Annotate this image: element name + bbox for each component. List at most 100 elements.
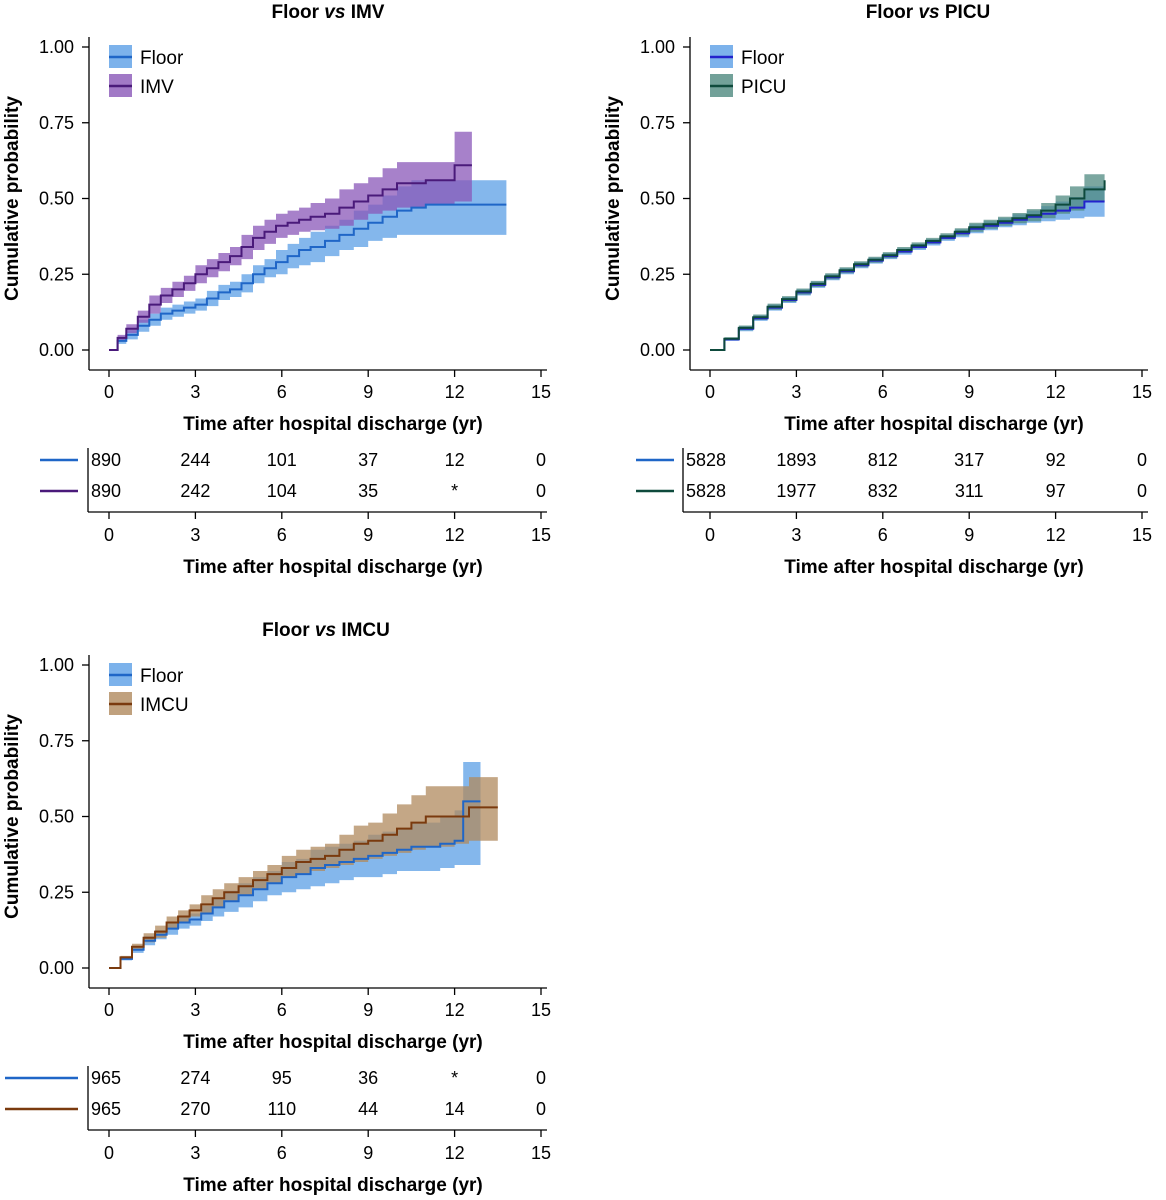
title-italic: vs (324, 2, 345, 23)
risk-count: 812 (868, 450, 898, 470)
x-tick-label: 9 (363, 1000, 373, 1020)
ci-band-picu (710, 162, 1105, 350)
risk-x-axis-label: Time after hospital discharge (yr) (784, 557, 1084, 578)
series-line-imcu (109, 806, 498, 969)
risk-count: * (451, 1068, 458, 1088)
y-tick-label: 0.25 (39, 264, 74, 284)
y-tick-label: 0.50 (39, 807, 74, 827)
chart-imv: Floor vs IMV 0.00 0.25 0.50 0.75 1.00 0 3 6 9 12 15… (2, 2, 551, 578)
risk-count: 244 (180, 450, 210, 470)
risk-count: 36 (358, 1068, 378, 1088)
risk-count: 274 (180, 1068, 210, 1088)
risk-count: 5828 (686, 481, 726, 501)
y-tick-label: 0.00 (640, 340, 675, 360)
x-tick-label: 15 (531, 382, 551, 402)
risk-count: 101 (267, 450, 297, 470)
legend-label-imcu: IMCU (140, 695, 189, 716)
x-tick-label: 9 (964, 382, 974, 402)
series-line-floor (109, 203, 507, 351)
x-tick-label: 3 (791, 382, 801, 402)
risk-count: 95 (272, 1068, 292, 1088)
y-tick-label: 1.00 (39, 37, 74, 57)
risk-x-tick-label: 3 (190, 525, 200, 545)
x-tick-label: 15 (531, 1000, 551, 1020)
risk-count: 104 (267, 481, 297, 501)
chart-title: Floor vs IMCU (262, 620, 390, 641)
risk-count: 0 (536, 450, 546, 470)
y-tick-label: 0.25 (39, 882, 74, 902)
title-prefix: Floor (272, 2, 325, 23)
legend-label-floor: Floor (140, 48, 184, 69)
risk-x-axis-label: Time after hospital discharge (yr) (183, 1175, 483, 1196)
title-italic: vs (918, 2, 939, 23)
y-tick-label: 1.00 (640, 37, 675, 57)
risk-x-tick-label: 9 (363, 525, 373, 545)
risk-count: 92 (1046, 450, 1066, 470)
title-prefix: Floor (262, 620, 315, 641)
x-tick-label: 0 (104, 382, 114, 402)
y-axis-label: Cumulative probability (2, 96, 23, 301)
x-tick-label: 6 (277, 382, 287, 402)
risk-count: 1893 (776, 450, 816, 470)
title-prefix: Floor (866, 2, 919, 23)
risk-x-tick-label: 15 (531, 1143, 551, 1163)
x-axis-label: Time after hospital discharge (yr) (784, 414, 1084, 435)
series-line-floor (109, 800, 481, 969)
risk-count: 965 (91, 1099, 121, 1119)
legend-label-floor: Floor (741, 48, 785, 69)
x-tick-label: 9 (363, 382, 373, 402)
y-axis-label: Cumulative probability (2, 714, 23, 919)
x-axis-label: Time after hospital discharge (yr) (183, 1032, 483, 1053)
risk-count: 890 (91, 450, 121, 470)
risk-count: 317 (954, 450, 984, 470)
risk-x-tick-label: 6 (878, 525, 888, 545)
x-axis-label: Time after hospital discharge (yr) (183, 414, 483, 435)
risk-count: 5828 (686, 450, 726, 470)
risk-x-tick-label: 6 (277, 1143, 287, 1163)
x-tick-label: 0 (705, 382, 715, 402)
y-tick-label: 0.50 (39, 189, 74, 209)
risk-count: 97 (1046, 481, 1066, 501)
title-italic: vs (315, 620, 336, 641)
risk-count: 311 (955, 481, 984, 501)
risk-x-tick-label: 12 (445, 525, 465, 545)
risk-table-imv: 890 244 101 37 12 0 890 242 104 35 * 0 0 3 6 9 12 15 Time … (40, 448, 551, 578)
risk-count: 37 (358, 450, 378, 470)
series-line-floor (710, 200, 1105, 351)
x-tick-label: 3 (190, 1000, 200, 1020)
risk-x-tick-label: 15 (531, 525, 551, 545)
y-tick-label: 0.50 (640, 189, 675, 209)
risk-count: 832 (868, 481, 898, 501)
risk-count: 0 (536, 1099, 546, 1119)
x-tick-label: 6 (277, 1000, 287, 1020)
risk-x-tick-label: 9 (964, 525, 974, 545)
risk-x-axis-label: Time after hospital discharge (yr) (183, 557, 483, 578)
chart-picu: Floor vs PICU 0.00 0.25 0.50 0.75 1.00 0 3 6 9 12 1… (603, 2, 1152, 578)
x-tick-label: 15 (1132, 382, 1152, 402)
risk-count: 35 (358, 481, 378, 501)
risk-count: 242 (180, 481, 210, 501)
risk-count: 0 (536, 481, 546, 501)
risk-x-tick-label: 12 (445, 1143, 465, 1163)
title-suffix: PICU (940, 2, 991, 23)
risk-count: 0 (536, 1068, 546, 1088)
y-tick-label: 0.25 (640, 264, 675, 284)
legend-label-imv: IMV (140, 77, 174, 98)
risk-count: 0 (1137, 481, 1147, 501)
risk-count: 965 (91, 1068, 121, 1088)
risk-x-tick-label: 9 (363, 1143, 373, 1163)
x-tick-label: 6 (878, 382, 888, 402)
risk-x-tick-label: 0 (104, 525, 114, 545)
risk-count: 12 (445, 450, 465, 470)
risk-count: 0 (1137, 450, 1147, 470)
title-suffix: IMCU (336, 620, 390, 641)
y-tick-label: 0.00 (39, 958, 74, 978)
risk-count: 14 (445, 1099, 465, 1119)
x-tick-label: 12 (445, 382, 465, 402)
y-tick-label: 0.75 (640, 113, 675, 133)
risk-x-tick-label: 12 (1046, 525, 1066, 545)
ci-band-floor (710, 186, 1105, 350)
risk-count: 1977 (776, 481, 816, 501)
chart-title: Floor vs PICU (866, 2, 991, 23)
